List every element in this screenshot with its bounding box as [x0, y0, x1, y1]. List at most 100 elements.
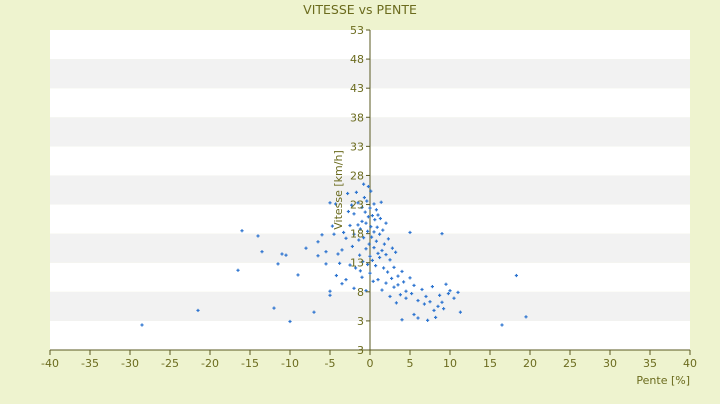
data-point [424, 294, 428, 299]
x-tick-label: -5 [325, 357, 336, 370]
y-tick-label: 53 [350, 24, 364, 37]
data-point [428, 300, 432, 304]
data-point [438, 293, 442, 297]
data-point [361, 259, 365, 264]
data-point [378, 255, 382, 260]
data-point [378, 216, 382, 221]
data-point [350, 244, 354, 249]
data-point [375, 225, 379, 229]
data-point [352, 212, 356, 216]
data-point [256, 234, 260, 238]
x-axis-title: Pente [%] [636, 374, 690, 387]
data-point [344, 278, 348, 282]
data-point [446, 291, 450, 296]
data-point [304, 246, 308, 250]
data-point [328, 293, 332, 297]
data-point [356, 223, 360, 227]
x-tick-label: 0 [367, 357, 374, 370]
data-point [366, 184, 370, 189]
data-point [140, 323, 144, 327]
data-point [430, 284, 434, 289]
data-point [392, 265, 396, 269]
data-point [368, 206, 372, 210]
x-tick-label: 20 [523, 357, 537, 370]
data-point [316, 254, 320, 258]
x-tick-label: -25 [161, 357, 179, 370]
data-point [440, 300, 444, 304]
data-point [346, 209, 350, 214]
data-point [412, 312, 416, 317]
data-point [196, 308, 200, 313]
x-tick-label: 10 [443, 357, 457, 370]
data-point [367, 242, 371, 246]
data-point [370, 258, 374, 262]
data-point [384, 281, 388, 285]
x-tick-label: 40 [683, 357, 697, 370]
data-point [500, 323, 504, 327]
data-point [379, 200, 383, 204]
data-point [357, 238, 361, 242]
data-point [381, 228, 385, 232]
y-tick-label: 33 [350, 140, 364, 153]
data-point [400, 269, 404, 274]
data-point [369, 225, 373, 229]
data-point [394, 301, 398, 305]
x-tick-label: 25 [563, 357, 577, 370]
data-point [348, 223, 352, 228]
data-point [362, 195, 366, 200]
data-point [344, 236, 348, 240]
x-tick-label: 35 [643, 357, 657, 370]
data-point [320, 233, 324, 237]
data-point [364, 247, 368, 251]
data-point [340, 248, 344, 252]
data-point [366, 215, 370, 219]
data-point [352, 286, 356, 290]
data-point [365, 199, 369, 203]
data-point [382, 266, 386, 270]
data-points [140, 182, 528, 327]
data-point [364, 221, 368, 225]
x-axis-tick-labels: -40 -35 -30 -25 -20 -15 -10 -5 0 5 10 15 20 25 30 35 40 [41, 357, 697, 370]
data-point [350, 203, 354, 207]
data-point [372, 230, 376, 234]
data-point [360, 275, 364, 279]
data-point [394, 250, 398, 254]
data-point [370, 235, 374, 239]
x-tick-label: -30 [121, 357, 139, 370]
x-tick-label: 5 [407, 357, 414, 370]
y-tick-label: 43 [350, 82, 364, 95]
data-point [288, 319, 292, 324]
data-point [384, 221, 388, 225]
data-point [384, 252, 388, 257]
data-point [374, 239, 378, 243]
data-point [360, 219, 364, 224]
data-point [324, 262, 328, 266]
data-point [316, 240, 320, 244]
x-tick-label: 15 [483, 357, 497, 370]
y-tick-label: 28 [350, 169, 364, 182]
data-point [356, 201, 360, 205]
data-point [362, 182, 366, 186]
data-point [456, 290, 460, 294]
data-point [358, 227, 362, 231]
data-point [272, 306, 276, 310]
data-point [280, 252, 284, 256]
data-point [376, 251, 380, 256]
x-tick-label: -40 [41, 357, 59, 370]
data-point [442, 307, 446, 311]
data-point [402, 280, 406, 284]
data-point [334, 273, 338, 278]
data-point [368, 254, 372, 258]
data-point [382, 242, 386, 246]
data-point [369, 189, 373, 193]
data-point [452, 296, 456, 300]
data-point [260, 250, 264, 254]
data-point [514, 273, 518, 278]
data-point [296, 273, 300, 277]
data-point [284, 253, 288, 257]
data-point [416, 298, 420, 303]
data-point [404, 296, 408, 300]
data-point [372, 246, 376, 250]
x-axis-ticks [49, 350, 691, 355]
